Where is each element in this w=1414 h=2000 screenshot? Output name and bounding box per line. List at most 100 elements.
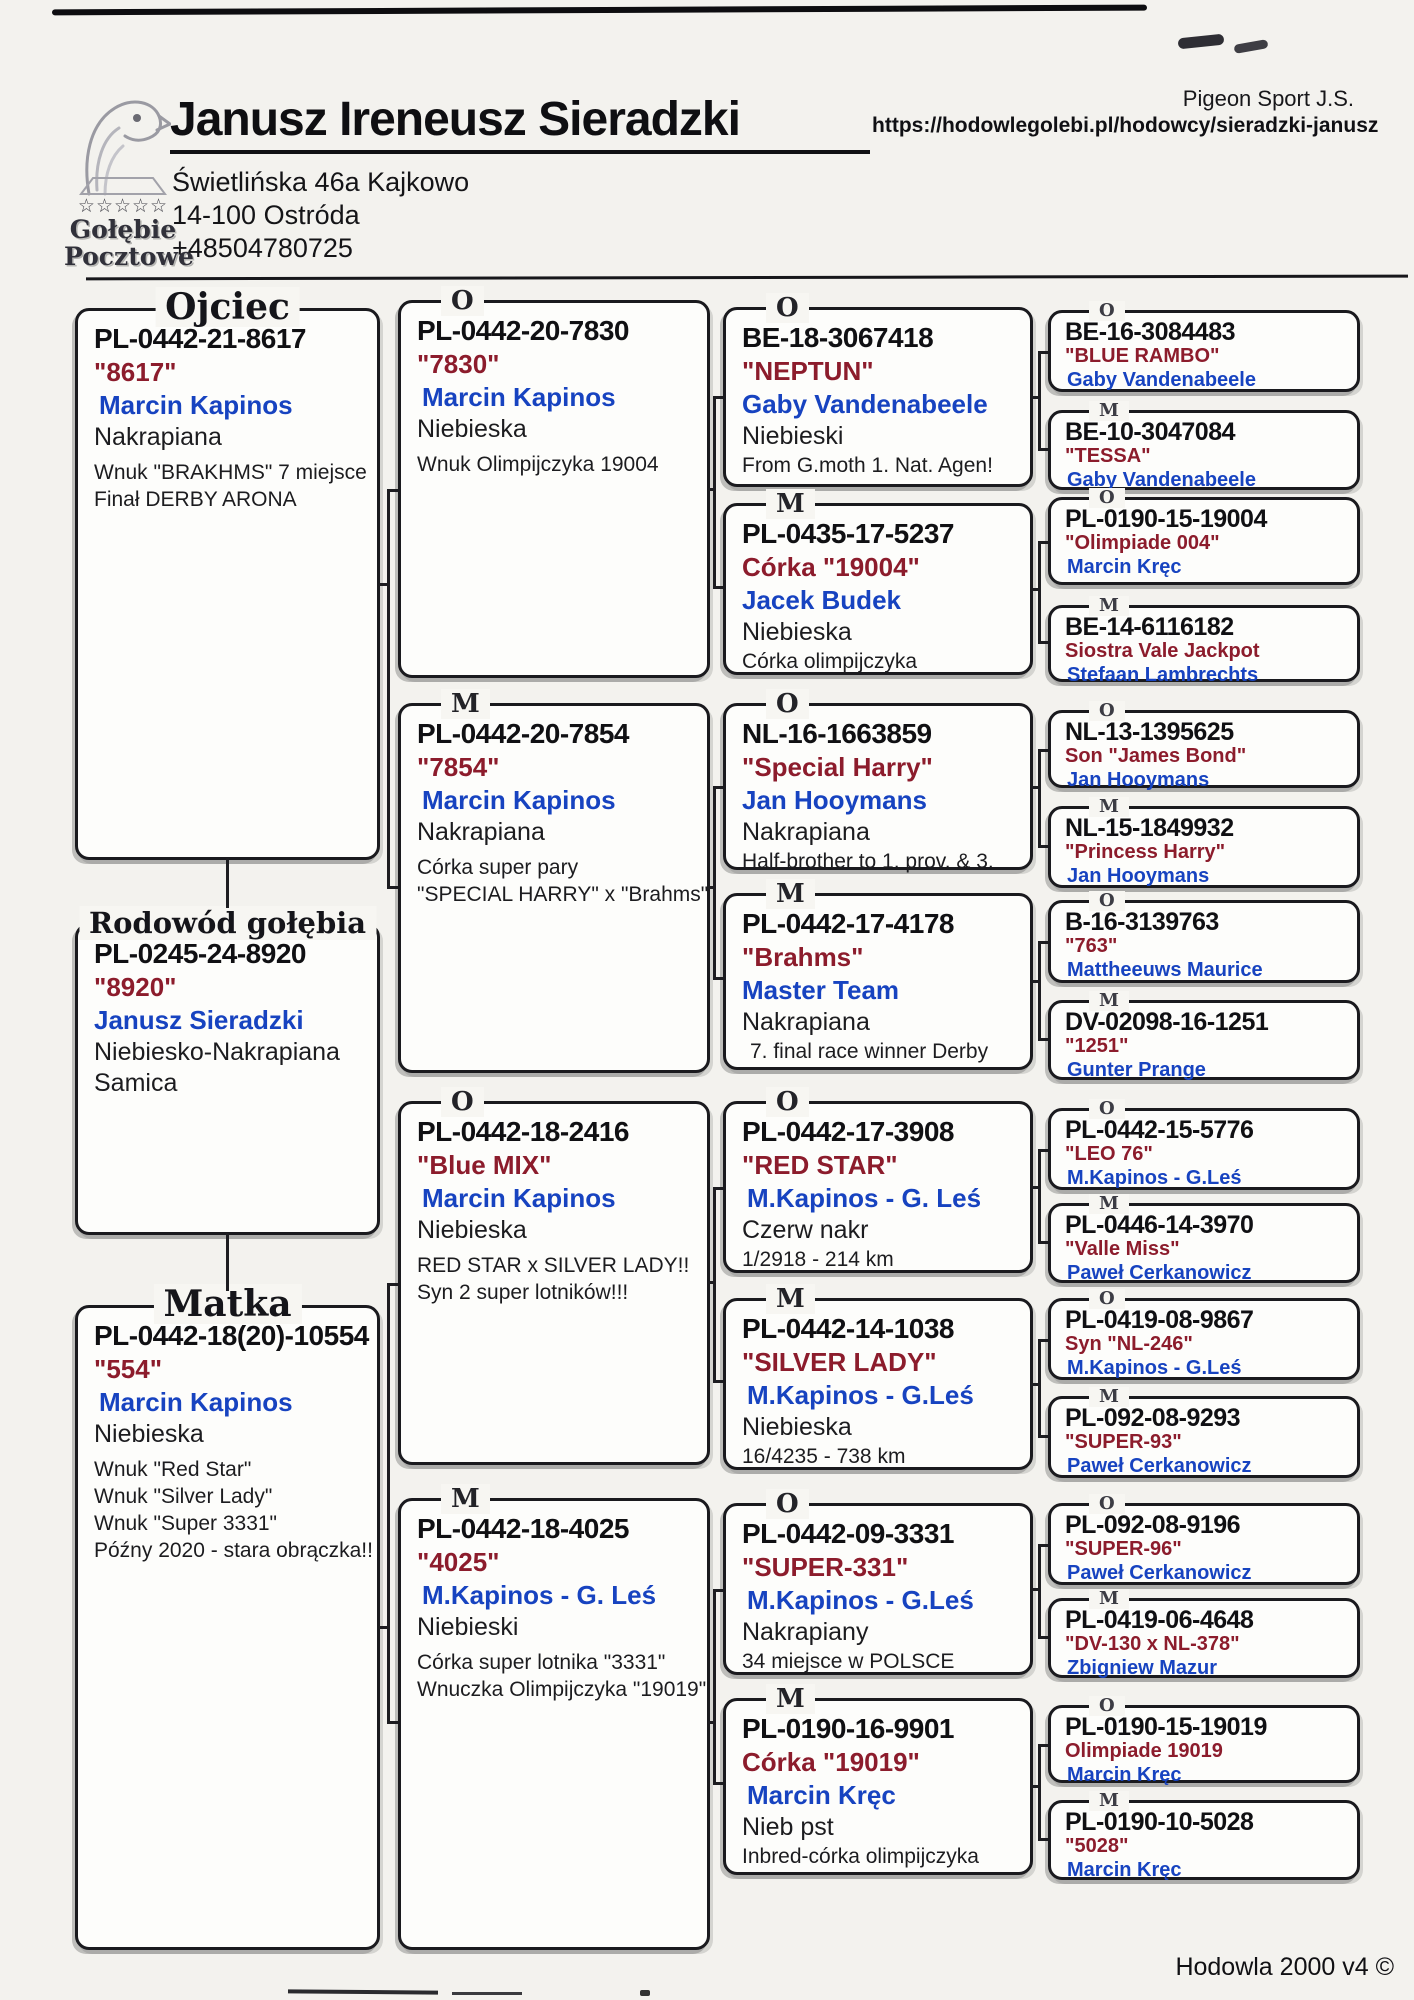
pigeon-sport-label: Pigeon Sport J.S.	[1182, 86, 1354, 111]
pedigree-box: O NL-16-1663859 "Special Harry" Jan Hooy…	[723, 689, 1033, 873]
address-city: 14-100 Ostróda	[172, 200, 360, 230]
connector-line	[387, 489, 398, 492]
ring-number: BE-18-3067418	[742, 322, 934, 353]
note-line: Half-brother to 1. prov. & 3.	[742, 850, 994, 873]
ring-number: PL-0442-15-5776	[1065, 1116, 1254, 1144]
color-line: Nieb pst	[742, 1813, 834, 1841]
pedigree-box: M PL-0190-16-9901 Córka "19019" Marcin K…	[723, 1684, 1033, 1875]
pedigree-box: O PL-0190-15-19004 "Olimpiade 004" Marci…	[1048, 488, 1360, 585]
color-line: Niebieski	[417, 1613, 519, 1641]
pigeon-name: "554"	[94, 1354, 163, 1384]
pigeon-name: "4025"	[417, 1547, 500, 1577]
breeder-name: Jan Hooymans	[742, 785, 927, 815]
breeder-name: Mattheeuws Maurice	[1067, 959, 1263, 981]
ring-number: PL-0442-20-7830	[417, 315, 629, 346]
connector-line	[1038, 1435, 1048, 1438]
sex-label: O	[1089, 1494, 1125, 1514]
subject-label: Rodowód gołębia	[78, 906, 377, 940]
pigeon-name: "BLUE RAMBO"	[1065, 345, 1220, 367]
breeder-name: M.Kapinos - G.Leś	[747, 1380, 974, 1410]
color-line: Niebieska	[742, 1413, 852, 1441]
software-credit: Hodowla 2000 v4 ©	[1175, 1953, 1394, 1981]
sex-label: O	[441, 1087, 484, 1117]
color-line: Niebieski	[742, 422, 844, 450]
sex-label: O	[1089, 488, 1125, 508]
note-line: Wnuk "Silver Lady"	[94, 1485, 273, 1508]
pigeon-name: "LEO 76"	[1065, 1143, 1153, 1165]
pigeon-name: Córka "19004"	[742, 552, 920, 582]
note-line: Córka super pary	[417, 856, 579, 879]
ring-number: PL-0442-09-3331	[742, 1518, 954, 1549]
breeder-name: M.Kapinos - G.Leś	[1067, 1357, 1242, 1379]
ring-number: PL-0446-14-3970	[1065, 1211, 1254, 1239]
connector-line	[1038, 845, 1048, 848]
connector-line	[713, 786, 723, 789]
father-label: Ojciec	[155, 287, 300, 327]
note-line: 16/4235 - 738 km	[742, 1445, 906, 1468]
connector-line	[1038, 749, 1048, 752]
connector-line	[1038, 1636, 1048, 1639]
sex-label: M	[766, 1684, 815, 1714]
breeder-name: Paweł Cerkanowicz	[1067, 1562, 1252, 1584]
brand-line-1: Gołębie	[69, 215, 177, 244]
ring-number: PL-0442-18-2416	[417, 1116, 629, 1147]
pigeon-name: "763"	[1065, 935, 1118, 957]
connector-line	[713, 586, 723, 589]
sex-label: O	[1089, 701, 1125, 721]
note-line: Córka olimpijczyka	[742, 650, 918, 673]
connector-line	[1038, 1149, 1041, 1243]
header-separator	[85, 274, 1409, 281]
connector-line	[379, 583, 388, 586]
sex-label: M	[1089, 596, 1129, 616]
connector-line	[1031, 1588, 1039, 1591]
sex-label: O	[766, 293, 809, 323]
connector-line	[1038, 1544, 1041, 1638]
note-line: Finał DERBY ARONA	[94, 488, 297, 511]
brand-line-2: Pocztowe	[64, 242, 194, 271]
note-line: 7. final race winner Derby	[750, 1040, 989, 1063]
note-line: From G.moth 1. Nat. Agen!	[742, 454, 993, 477]
ring-number: PL-0442-17-4178	[742, 908, 954, 939]
breeder-name: Janusz Sieradzki	[94, 1005, 304, 1035]
ring-number: BE-10-3047084	[1065, 418, 1236, 446]
connector-line	[387, 489, 390, 889]
scan-line-top	[51, 4, 1148, 16]
pedigree-box: O NL-13-1395625 Son "James Bond" Jan Hoo…	[1048, 701, 1360, 791]
color-line: Niebieska	[417, 1216, 527, 1244]
note-line: Syn 2 super lotników!!!	[417, 1281, 629, 1304]
note-line: "SPECIAL HARRY" x "Brahms"	[417, 883, 709, 906]
connector-line	[387, 886, 398, 889]
sex-label: M	[1089, 797, 1129, 817]
ring-number: BE-16-3084483	[1065, 318, 1236, 346]
pedigree-box: O PL-0442-20-7830 "7830" Marcin Kapinos …	[398, 286, 710, 678]
sex-label: O	[766, 1087, 809, 1117]
sex-label: M	[441, 1484, 490, 1514]
pigeon-name: "TESSA"	[1065, 445, 1151, 467]
subject-box: Rodowód gołębia PL-0245-24-8920 "8920" J…	[75, 906, 380, 1235]
connector-line	[1038, 1339, 1048, 1342]
connector-line	[708, 1721, 714, 1724]
note-line: Wnuczka Olimpijczyka "19019"	[417, 1678, 707, 1701]
ring-number: PL-0442-17-3908	[742, 1116, 954, 1147]
pigeon-name: "7830"	[417, 349, 500, 379]
pigeon-name: "1251"	[1065, 1035, 1129, 1057]
ring-number: PL-0442-20-7854	[417, 718, 629, 749]
color-line: Niebiesko-Nakrapiana	[94, 1038, 340, 1066]
pedigree-box: O PL-0190-15-19019 Olimpiade 19019 Marci…	[1048, 1696, 1360, 1786]
pigeon-name: "SUPER-331"	[742, 1552, 909, 1582]
connector-line	[1031, 396, 1039, 399]
ring-number: PL-092-08-9196	[1065, 1511, 1241, 1539]
breeder-name: M.Kapinos - G. Leś	[422, 1580, 657, 1610]
pigeon-name: Olimpiade 19019	[1065, 1740, 1223, 1762]
connector-line	[713, 1782, 723, 1785]
color-line: Niebieska	[417, 415, 527, 443]
sex-label: O	[766, 1489, 809, 1519]
connector-line	[708, 886, 714, 889]
address-block: Świetlińska 46a Kajkowo 14-100 Ostróda +…	[172, 166, 469, 265]
note-line: Wnuk "Super 3331"	[94, 1512, 278, 1535]
scan-mark-bottom	[640, 1990, 650, 1996]
connector-line	[1031, 980, 1039, 983]
breeder-name: Marcin Kapinos	[99, 1387, 293, 1417]
breeder-name: Gunter Prange	[1067, 1059, 1206, 1081]
pigeon-name: "5028"	[1065, 1835, 1129, 1857]
